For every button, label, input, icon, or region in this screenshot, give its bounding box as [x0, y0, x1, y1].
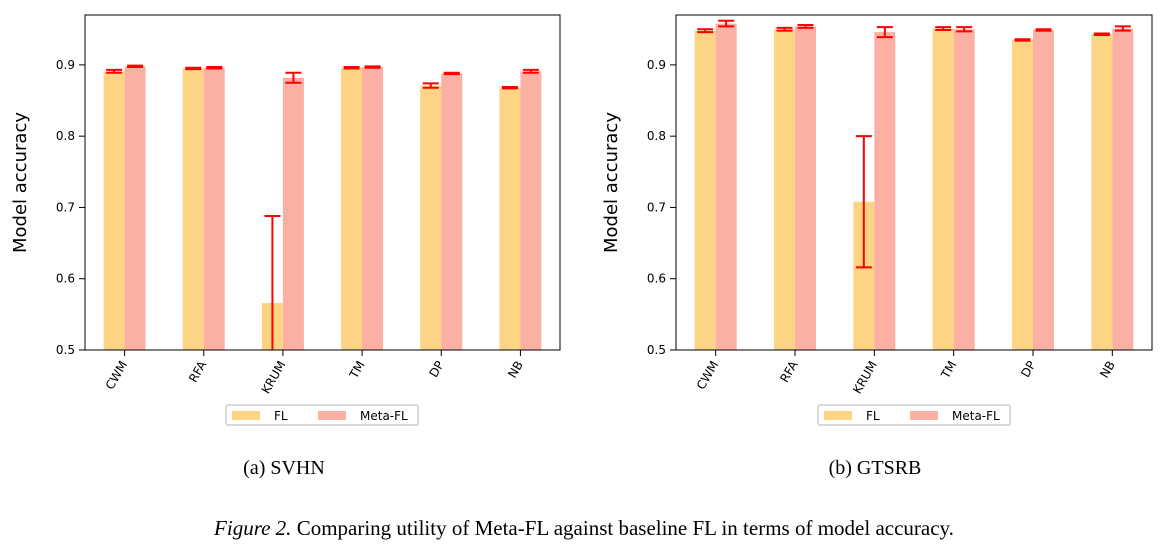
bar-fl-dp: [1012, 39, 1033, 350]
bar-meta-fl-rfa: [795, 26, 816, 350]
y-tick-label: 0.7: [56, 200, 75, 214]
bar-meta-fl-cwm: [715, 23, 737, 350]
bar-meta-fl-krum: [874, 32, 896, 350]
legend-swatch-fl: [824, 411, 852, 420]
y-tick-label: 0.7: [647, 200, 666, 214]
error-bar-fl-krum: [264, 215, 281, 350]
error-bar-fl-cwm: [697, 28, 714, 34]
y-tick-label: 0.8: [647, 129, 666, 143]
error-bar-meta-fl-krum: [876, 26, 893, 39]
error-bar-fl-dp: [1014, 38, 1031, 42]
error-bar-fl-tm: [935, 26, 952, 31]
x-tick-label-rfa: RFA: [186, 358, 210, 385]
y-tick-label: 0.6: [56, 272, 75, 286]
x-tick-label-tm: TM: [346, 359, 367, 382]
x-tick-label-dp: DP: [1018, 359, 1038, 380]
bar-fl-cwm: [694, 30, 716, 351]
bar-meta-fl-dp: [1033, 29, 1054, 351]
error-bar-fl-nb: [1093, 32, 1110, 36]
y-tick-label: 0.8: [56, 129, 75, 143]
x-tick-label-rfa: RFA: [777, 358, 801, 385]
y-tick-label: 0.5: [647, 343, 666, 357]
error-bar-fl-cwm: [106, 68, 123, 74]
x-tick-label-nb: NB: [1097, 359, 1118, 381]
legend: FL Meta-FL: [225, 404, 419, 426]
y-tick-label: 0.9: [56, 58, 75, 72]
legend-swatch-fl: [232, 411, 260, 420]
legend-swatch-meta-fl: [910, 411, 938, 420]
error-bar-fl-nb: [501, 85, 518, 90]
error-bar-meta-fl-cwm: [127, 64, 144, 69]
error-bar-meta-fl-cwm: [718, 19, 735, 28]
error-bar-meta-fl-rfa: [797, 23, 814, 29]
y-tick-label: 0.5: [56, 343, 75, 357]
bar-meta-fl-nb: [1112, 28, 1134, 351]
x-tick-label-nb: NB: [505, 359, 526, 381]
error-bar-meta-fl-rfa: [206, 66, 223, 70]
plot-frame: [84, 14, 561, 351]
error-bar-fl-dp: [422, 82, 439, 89]
legend-label-meta-fl: Meta-FL: [360, 409, 408, 423]
bar-fl-dp: [420, 85, 442, 350]
subcaption: (b) GTSRB: [829, 457, 922, 479]
bar-meta-fl-krum: [282, 77, 304, 351]
chart-gtsrb: 0.5 0.6 0.7 0.8 0.9 CWM RFA KRUM TM DP NB Model acc…: [601, 14, 1153, 479]
x-tick-label-tm: TM: [938, 359, 959, 382]
figure-caption-label: Figure 2.: [213, 516, 291, 540]
error-bar-meta-fl-tm: [364, 65, 381, 69]
bar-fl-nb: [499, 87, 521, 351]
y-tick-label: 0.6: [647, 272, 666, 286]
bar-fl-rfa: [182, 68, 204, 350]
error-bar-meta-fl-nb: [522, 68, 539, 74]
error-bar-fl-rfa: [776, 26, 793, 32]
bar-fl-tm: [341, 67, 363, 350]
bar-fl-nb: [1091, 34, 1113, 350]
bar-meta-fl-tm: [953, 29, 975, 351]
legend-label-meta-fl: Meta-FL: [952, 409, 1000, 423]
bar-meta-fl-nb: [520, 71, 542, 351]
bar-fl-rfa: [774, 29, 795, 351]
y-axis-label: Model accuracy: [601, 112, 622, 253]
y-axis-label: Model accuracy: [10, 112, 31, 253]
error-bar-meta-fl-tm: [956, 26, 973, 33]
bar-fl-krum: [853, 201, 875, 350]
error-bar-fl-krum: [855, 135, 872, 269]
legend-swatch-meta-fl: [318, 411, 346, 420]
chart-svhn: 0.5 0.6 0.7 0.8 0.9 CWM RFA KRUM TM DP NB Model acc…: [10, 14, 561, 479]
error-bar-meta-fl-nb: [1114, 25, 1131, 32]
legend-label-fl: FL: [866, 409, 880, 423]
x-tick-label-krum: KRUM: [850, 359, 880, 397]
bar-fl-cwm: [103, 71, 125, 351]
y-tick-label: 0.9: [647, 58, 666, 72]
figure-caption-text: Comparing utility of Meta-FL against bas…: [291, 516, 954, 540]
x-tick-label-cwm: CWM: [694, 359, 721, 393]
x-tick-label-dp: DP: [426, 359, 446, 380]
error-bar-fl-tm: [343, 66, 360, 70]
bar-meta-fl-tm: [362, 67, 384, 350]
plot-frame: [675, 14, 1153, 351]
bar-meta-fl-cwm: [124, 66, 146, 350]
figure-caption: Figure 2. Comparing utility of Meta-FL a…: [213, 516, 954, 540]
legend: FL Meta-FL: [817, 404, 1011, 426]
error-bar-meta-fl-krum: [285, 71, 302, 84]
error-bar-meta-fl-dp: [443, 71, 460, 76]
x-tick-label-cwm: CWM: [103, 359, 130, 393]
error-bar-fl-rfa: [185, 66, 202, 71]
bar-meta-fl-dp: [441, 73, 463, 350]
bar-fl-tm: [932, 28, 954, 351]
subcaption: (a) SVHN: [243, 457, 325, 479]
error-bar-meta-fl-dp: [1035, 28, 1052, 32]
x-tick-label-krum: KRUM: [259, 359, 289, 397]
legend-label-fl: FL: [274, 409, 288, 423]
bar-meta-fl-rfa: [203, 67, 225, 350]
